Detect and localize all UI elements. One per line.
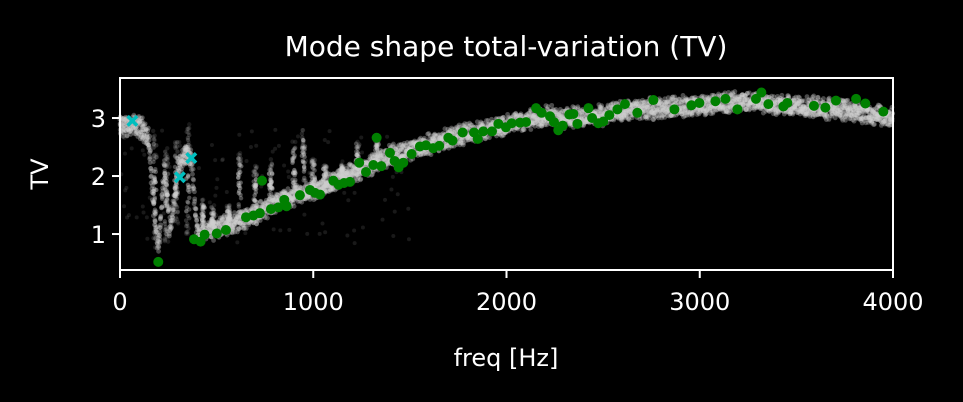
selected-mode-point xyxy=(669,104,680,115)
selected-mode-point xyxy=(568,108,579,119)
selected-mode-point xyxy=(782,97,793,108)
selected-mode-point xyxy=(732,104,743,115)
selected-mode-point xyxy=(808,100,819,111)
selected-mode-point xyxy=(557,120,568,131)
selected-mode-point xyxy=(447,135,458,146)
selected-mode-point xyxy=(434,140,445,151)
selected-mode-point xyxy=(384,147,395,158)
selected-mode-point xyxy=(472,133,483,144)
selected-mode-point xyxy=(604,110,615,121)
selected-mode-point xyxy=(820,102,831,113)
selected-mode-point xyxy=(315,189,326,200)
selected-mode-point xyxy=(211,228,222,239)
selected-mode-point xyxy=(648,95,659,106)
selected-mode-point xyxy=(368,160,379,171)
selected-mode-point xyxy=(549,117,560,128)
selected-mode-point xyxy=(457,127,468,138)
selected-mode-point xyxy=(686,100,697,111)
selected-mode-point xyxy=(153,256,164,267)
selected-mode-point xyxy=(354,157,365,168)
selected-mode-point xyxy=(619,99,630,110)
selected-mode-point xyxy=(371,132,382,143)
selected-mode-point xyxy=(851,93,862,104)
selected-mode-point xyxy=(878,106,889,117)
flagged-modes-series xyxy=(126,114,198,184)
plot-area xyxy=(117,87,896,267)
selected-mode-point xyxy=(199,229,210,240)
selected-modes-series xyxy=(153,87,889,267)
selected-mode-point xyxy=(572,118,583,129)
selected-mode-point xyxy=(493,118,504,129)
selected-mode-point xyxy=(763,99,774,110)
y-tick-label: 1 xyxy=(91,221,106,249)
selected-mode-point xyxy=(478,126,489,137)
selected-mode-point xyxy=(257,175,268,186)
selected-mode-point xyxy=(598,116,609,127)
selected-mode-point xyxy=(294,190,305,201)
selected-mode-point xyxy=(406,148,417,159)
selected-mode-point xyxy=(536,107,547,118)
y-tick-label: 3 xyxy=(91,105,106,133)
y-tick-label: 2 xyxy=(91,163,106,191)
selected-mode-point xyxy=(220,224,231,235)
selected-mode-point xyxy=(720,93,731,104)
selected-mode-point xyxy=(361,166,372,177)
selected-mode-point xyxy=(710,96,721,107)
x-tick-label: 4000 xyxy=(862,288,923,316)
selected-mode-point xyxy=(398,157,409,168)
selected-mode-point xyxy=(521,117,532,128)
x-axis-label: freq [Hz] xyxy=(454,344,559,372)
selected-mode-point xyxy=(694,97,705,108)
x-axis: 0 1000 2000 3000 4000 xyxy=(112,270,924,316)
selected-mode-point xyxy=(632,107,643,118)
selected-mode-point xyxy=(273,202,284,213)
selected-mode-point xyxy=(612,104,623,115)
x-tick-label: 2000 xyxy=(476,288,537,316)
selected-mode-point xyxy=(344,176,355,187)
selected-mode-point xyxy=(376,161,387,172)
x-tick-label: 3000 xyxy=(669,288,730,316)
selected-mode-point xyxy=(506,118,517,129)
x-tick-label: 0 xyxy=(112,288,127,316)
tv-cloud-series xyxy=(117,89,896,254)
flagged-mode-x-marker xyxy=(126,114,139,127)
flagged-mode-x-marker xyxy=(185,152,198,165)
selected-mode-point xyxy=(860,98,871,109)
x-tick-label: 1000 xyxy=(283,288,344,316)
chart-title: Mode shape total-variation (TV) xyxy=(285,30,728,63)
selected-mode-point xyxy=(487,126,498,137)
y-axis: 1 2 3 xyxy=(91,105,120,249)
flagged-mode-x-marker xyxy=(173,171,186,184)
selected-mode-point xyxy=(583,103,594,114)
selected-mode-point xyxy=(756,87,767,98)
selected-mode-point xyxy=(281,201,292,212)
selected-mode-point xyxy=(830,95,841,106)
selected-mode-point xyxy=(254,208,265,219)
y-axis-label: TV xyxy=(26,158,54,191)
